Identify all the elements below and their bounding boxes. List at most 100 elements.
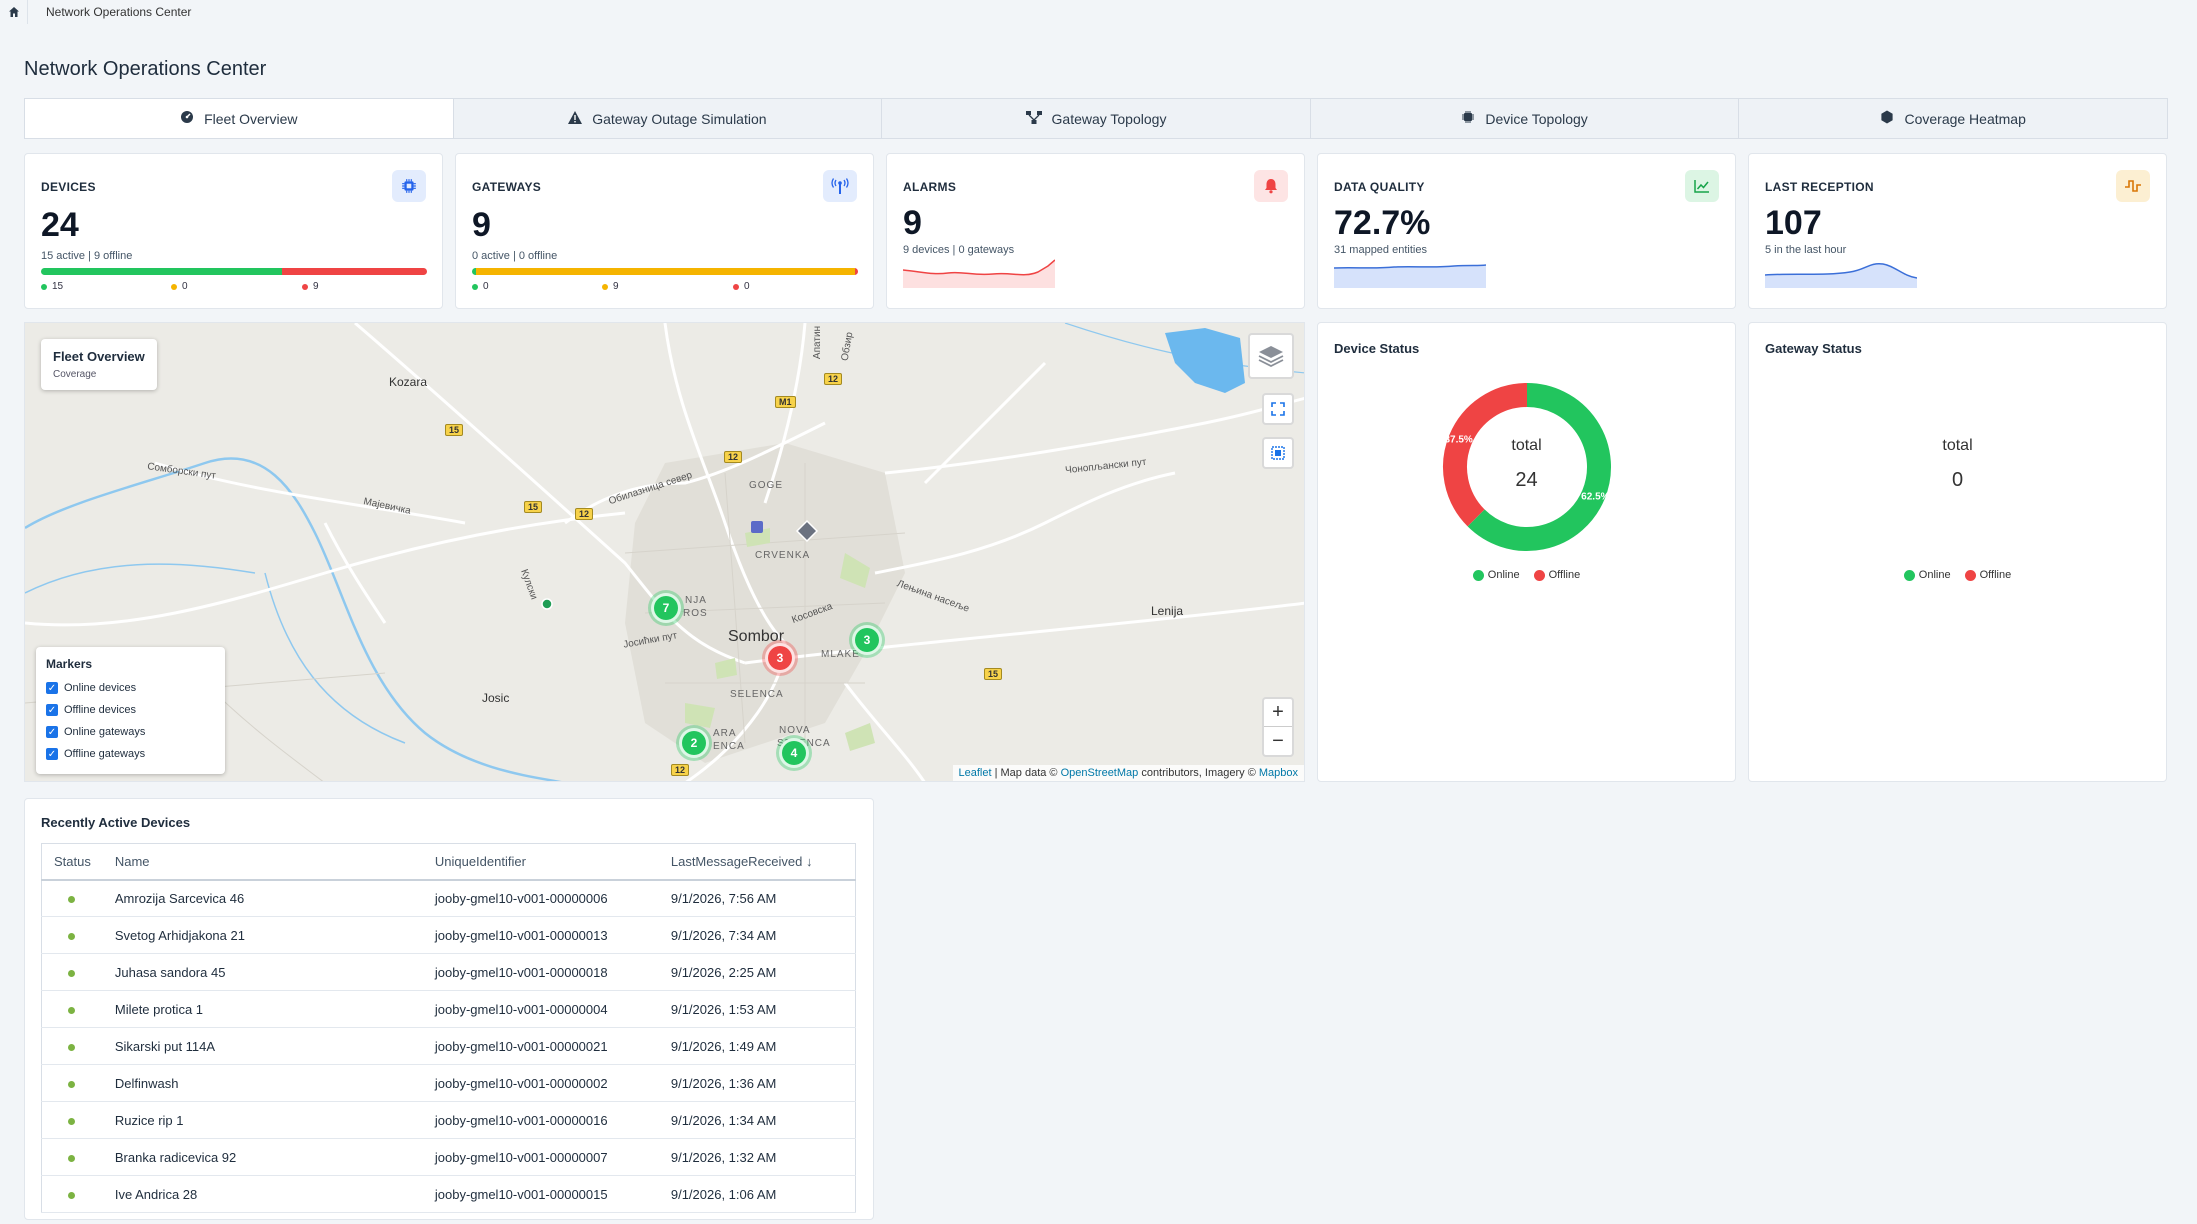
status-cell [41,1175,103,1213]
leaflet-link[interactable]: Leaflet [958,767,992,779]
tab-coverage-heatmap[interactable]: Coverage Heatmap [1739,99,2167,138]
map-tiles [25,323,1304,781]
offline-gateways-checkbox[interactable]: ✓ Offline gateways [46,748,146,760]
gateways-bar-legend: 0 9 0 [472,281,750,292]
legend-offline[interactable]: Offline [1533,569,1580,581]
road-shield: 15 [445,424,464,436]
device-name-cell: Juhasa sandora 45 [102,953,423,991]
column-header-status[interactable]: Status [41,843,103,881]
device-status-donut: 62.5% 37.5% [1443,383,1611,551]
map-place-label: NOVA [779,725,811,736]
table-row[interactable]: Milete protica 1 jooby-gmel10-v001-000000… [41,990,856,1028]
map-subtitle: Coverage [53,369,97,380]
table-row[interactable]: Svetog Arhidjakona 21 jooby-gmel10-v001-0… [41,916,856,954]
tab-gateway-topology[interactable]: Gateway Topology [882,99,1311,138]
road-shield: 12 [575,508,594,520]
column-header-name[interactable]: Name [102,843,423,881]
column-header-last-message[interactable]: LastMessageReceived ↓ [658,843,856,881]
donut-center-total: 0 [1951,469,1964,491]
tab-label: Device Topology [1485,110,1588,127]
kpi-subtext: 5 in the last hour [1765,244,1847,256]
breadcrumb-current[interactable]: Network Operations Center [46,5,192,19]
kpi-subtext: 15 active | 9 offline [41,250,133,262]
zoom-in-button[interactable]: + [1264,699,1292,728]
home-icon[interactable] [0,0,28,24]
online-status-dot [68,969,75,977]
recent-devices-title: Recently Active Devices [41,815,191,830]
fleet-map[interactable]: Kozara Сомборски пут Мајевичка Обилазниц… [24,322,1305,782]
online-devices-checkbox[interactable]: ✓ Online devices [46,682,137,694]
chip-icon [1461,110,1475,127]
warning-dot [171,283,177,290]
device-status-legend: Online Offline [1318,569,1735,581]
online-status-dot [68,895,75,903]
osm-link[interactable]: OpenStreetMap [1060,767,1139,779]
device-name-cell: Ive Andrica 28 [102,1175,423,1213]
checkbox-checked-icon: ✓ [46,704,58,716]
online-status-dot [68,932,75,940]
legend-online[interactable]: Online [1903,569,1951,581]
status-cell [41,990,103,1028]
table-row[interactable]: Ive Andrica 28 jooby-gmel10-v001-00000015… [41,1175,856,1213]
device-name-cell: Amrozija Sarcevica 46 [102,879,423,917]
devices-bar-legend: 15 0 9 [41,281,319,292]
alarms-sparkline [903,259,1055,288]
kpi-value: 9 [903,204,922,242]
quality-sparkline [1334,264,1486,288]
map-place-label: Sombor [728,628,785,645]
legend-online[interactable]: Online [1472,569,1520,581]
layers-button[interactable] [1248,333,1294,379]
tab-gateway-outage-simulation[interactable]: Gateway Outage Simulation [454,99,883,138]
map-title: Fleet Overview [53,349,145,364]
bar-online-segment [41,268,283,275]
donut-center-label: total [1511,437,1542,454]
map-place-label: SELENCA [730,689,784,700]
device-cluster-marker[interactable]: 4 [779,738,809,768]
device-uid-cell: jooby-gmel10-v001-00000002 [422,1064,659,1102]
table-row[interactable]: Ruzice rip 1 jooby-gmel10-v001-00000016 9/… [41,1101,856,1139]
device-cluster-marker[interactable]: 3 [852,625,882,655]
tab-device-topology[interactable]: Device Topology [1311,99,1740,138]
kpi-label: GATEWAYS [472,180,542,194]
table-row[interactable]: Branka radicevica 92 jooby-gmel10-v001-00… [41,1138,856,1176]
device-uid-cell: jooby-gmel10-v001-00000021 [422,1027,659,1065]
table-row[interactable]: Delfinwash jooby-gmel10-v001-00000002 9/1/… [41,1064,856,1102]
chip-icon [392,170,426,202]
last-message-cell: 9/1/2026, 1:34 AM [658,1101,856,1139]
tab-fleet-overview[interactable]: Fleet Overview [25,99,454,138]
table-row[interactable]: Amrozija Sarcevica 46 jooby-gmel10-v001-0… [41,879,856,917]
last-message-cell: 9/1/2026, 1:36 AM [658,1064,856,1102]
kpi-subtext: 31 mapped entities [1334,244,1427,256]
bar-warning-segment [476,268,855,275]
device-name-cell: Milete protica 1 [102,990,423,1028]
offline-dot [302,283,308,290]
dashboard-icon [180,110,194,127]
offline-devices-checkbox[interactable]: ✓ Offline devices [46,704,136,716]
kpi-subtext: 0 active | 0 offline [472,250,558,262]
legend-offline[interactable]: Offline [1964,569,2011,581]
fullscreen-button[interactable] [1262,393,1294,425]
map-place-label: CRVENKA [755,550,811,561]
table-row[interactable]: Juhasa sandora 45 jooby-gmel10-v001-00000… [41,953,856,991]
trend-icon [1685,170,1719,202]
mapbox-link[interactable]: Mapbox [1258,767,1298,779]
antenna-icon [823,170,857,202]
donut-online-slice[interactable] [1467,383,1611,551]
device-cluster-marker[interactable]: 2 [679,728,709,758]
kpi-value: 9 [472,206,491,244]
online-status-dot [68,1117,75,1125]
offline-cluster-marker[interactable]: 3 [765,643,795,673]
zoom-out-button[interactable]: − [1272,729,1284,752]
device-uid-cell: jooby-gmel10-v001-00000006 [422,879,659,917]
donut-offline-slice[interactable] [1443,383,1528,527]
online-gateways-checkbox[interactable]: ✓ Online gateways [46,726,146,738]
table-row[interactable]: Sikarski put 114A jooby-gmel10-v001-00000… [41,1027,856,1065]
device-uid-cell: jooby-gmel10-v001-00000016 [422,1101,659,1139]
device-cluster-marker[interactable]: 7 [651,593,681,623]
tab-label: Gateway Outage Simulation [592,110,767,127]
online-status-dot [68,1043,75,1051]
column-header-uid[interactable]: UniqueIdentifier [422,843,659,881]
bar-offline-segment [855,268,858,275]
road-shield: 12 [724,451,743,463]
area-select-button[interactable] [1262,437,1294,469]
